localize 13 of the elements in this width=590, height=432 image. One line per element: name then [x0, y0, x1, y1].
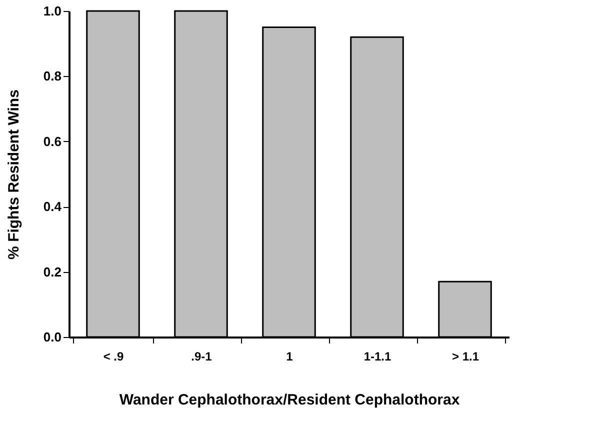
y-axis-title: % Fights Resident Wins [5, 90, 22, 260]
y-tick-label: 0.0 [43, 330, 62, 344]
y-tick-label: 0.6 [43, 134, 62, 149]
y-tick-label: 0.2 [43, 264, 62, 280]
y-tick-label: 1.0 [43, 4, 62, 18]
y-tick-label: 0.8 [43, 68, 62, 84]
y-tick-label: 0.4 [43, 199, 62, 214]
x-tick-label: 1 [286, 350, 294, 364]
x-tick-label: < .9 [103, 350, 124, 364]
x-tick-label: > 1.1 [452, 350, 480, 364]
x-axis-title: Wander Cephalothorax/Resident Cephalothorax [119, 392, 460, 408]
x-tick-label: 1-1.1 [364, 350, 392, 364]
x-tick-label: .9-1 [191, 350, 212, 364]
